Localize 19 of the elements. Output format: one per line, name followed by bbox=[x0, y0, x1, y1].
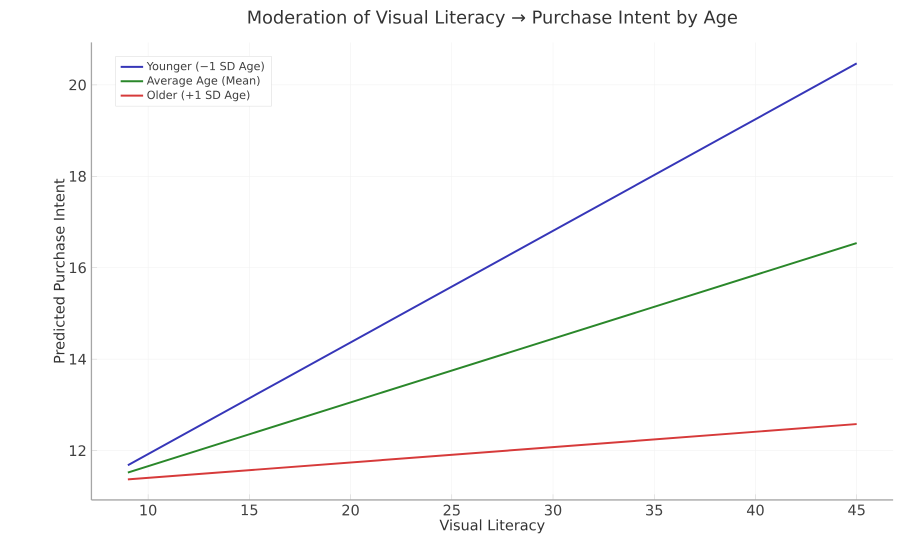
x-tick-label: 15 bbox=[242, 504, 258, 516]
legend-label: Older (+1 SD Age) bbox=[147, 90, 250, 102]
legend-label: Average Age (Mean) bbox=[146, 76, 260, 87]
legend-label: Younger (−1 SD Age) bbox=[146, 62, 264, 72]
y-tick-label: 18 bbox=[70, 170, 86, 182]
x-tick-label: 45 bbox=[848, 504, 865, 516]
y-axis-title: Predicted Purchase Intent bbox=[53, 178, 65, 362]
y-tick-label: 20 bbox=[69, 79, 86, 90]
x-axis-title: Visual Literacy bbox=[440, 519, 545, 534]
x-tick-label: 10 bbox=[140, 504, 156, 516]
chart-title: Moderation of Visual Literacy → Purchase Intent by Age bbox=[248, 10, 737, 28]
x-tick-label: 20 bbox=[342, 504, 359, 516]
y-tick-label: 16 bbox=[70, 262, 86, 274]
x-tick-label: 30 bbox=[544, 504, 562, 516]
x-tick-label: 40 bbox=[746, 504, 764, 516]
y-tick-label: 14 bbox=[70, 354, 86, 364]
y-tick-label: 12 bbox=[70, 445, 86, 456]
x-tick-label: 25 bbox=[444, 504, 460, 516]
x-tick-label: 35 bbox=[646, 504, 662, 516]
